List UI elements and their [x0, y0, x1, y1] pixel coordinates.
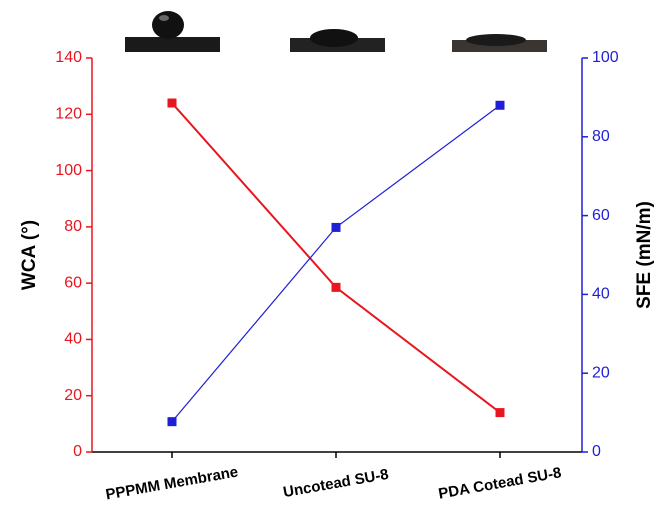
y-tick-label: 60: [64, 274, 82, 291]
droplet-highlight: [159, 15, 169, 21]
y-tick-label: 140: [55, 49, 82, 66]
y-axis-label: WCA (°): [19, 220, 40, 290]
x-tick-label: Uncotead SU-8: [282, 466, 390, 501]
y2-tick-label: 80: [592, 128, 610, 145]
droplet: [466, 34, 526, 46]
substrate: [125, 37, 220, 52]
y2-tick-label: 60: [592, 207, 610, 224]
y-tick-label: 80: [64, 218, 82, 235]
y-tick-label: 0: [73, 443, 82, 460]
y-tick-label: 20: [64, 387, 82, 404]
droplet: [310, 29, 358, 47]
page: WCA (°) SFE (mN/m) 0 20 40 60 80 100 120 140 0 20…: [0, 0, 660, 530]
marker: [332, 283, 341, 292]
marker: [168, 417, 177, 426]
marker: [496, 101, 505, 110]
y-tick-label: 100: [55, 162, 82, 179]
x-tick-label: PDA Cotead SU-8: [437, 464, 563, 502]
y2-tick-label: 0: [592, 443, 601, 460]
y-tick-label: 40: [64, 331, 82, 348]
series-line: [172, 103, 500, 413]
y2-tick-label: 100: [592, 49, 619, 66]
y2-tick-label: 20: [592, 364, 610, 381]
droplet-images: [125, 11, 547, 52]
x-tick-label: PPPMM Membrane: [104, 463, 239, 503]
marker: [168, 99, 177, 108]
chart: WCA (°) SFE (mN/m) 0 20 40 60 80 100 120 140 0 20…: [0, 0, 660, 530]
y-tick-label: 120: [55, 106, 82, 123]
marker: [496, 408, 505, 417]
droplet: [152, 11, 184, 39]
y2-axis-label: SFE (mN/m): [634, 201, 655, 309]
marker: [332, 223, 341, 232]
y2-tick-label: 40: [592, 286, 610, 303]
